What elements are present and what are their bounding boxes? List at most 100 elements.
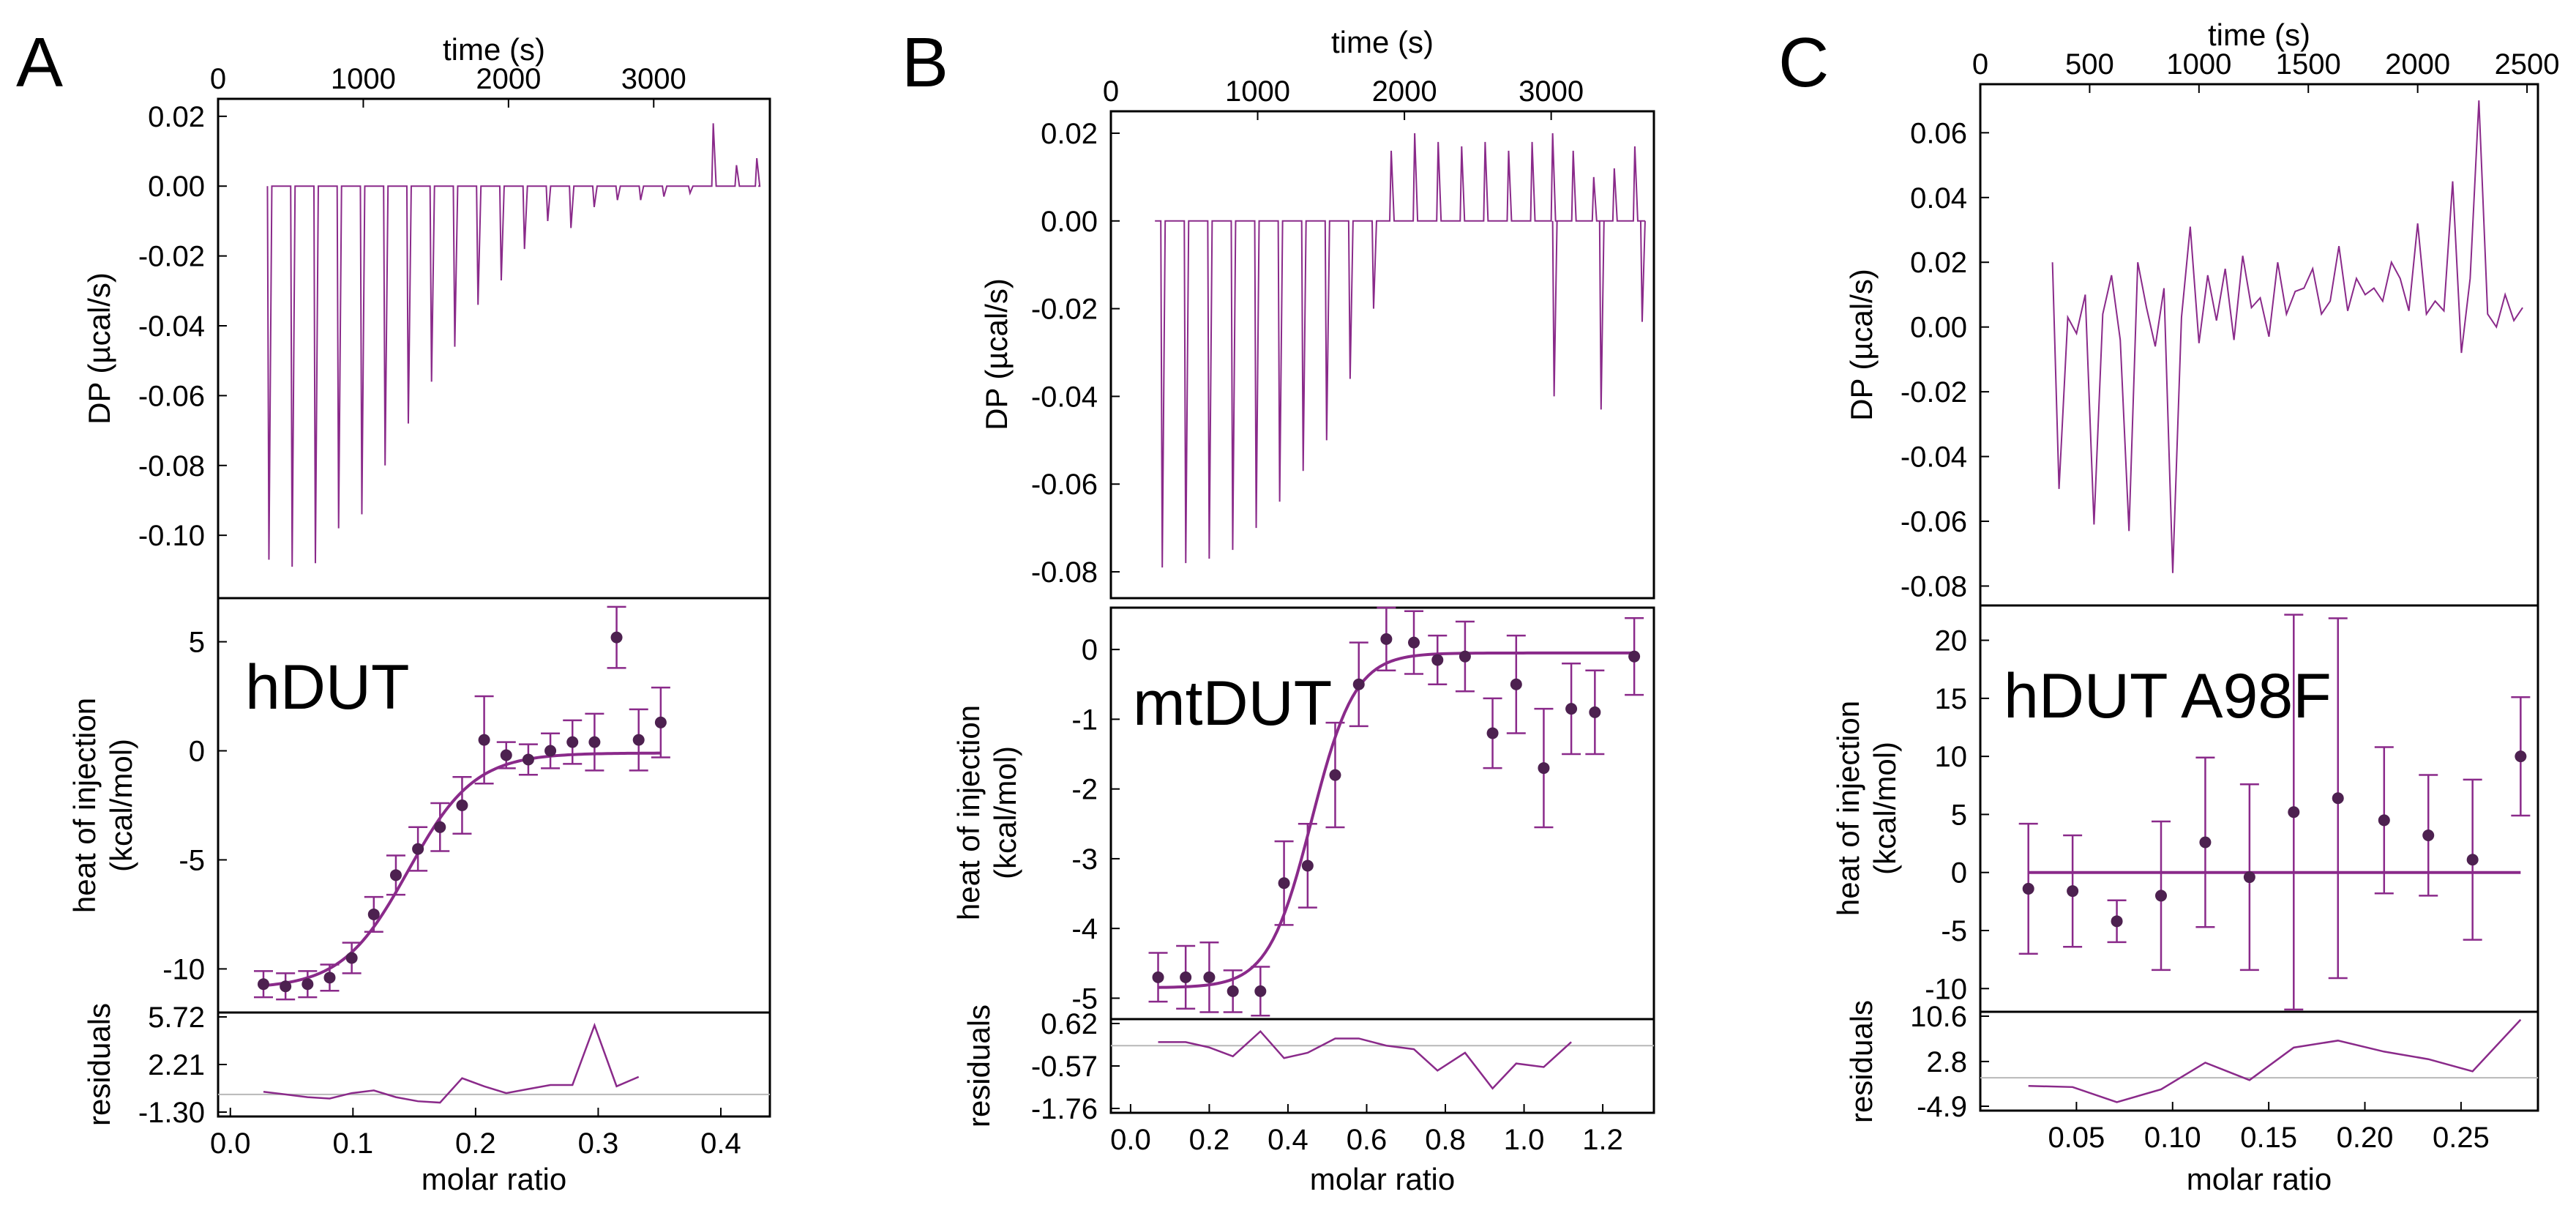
- panel-b-thermogram-frame: [1109, 110, 1655, 600]
- panel-b-ratio-tick-label: 0.4: [1268, 1124, 1308, 1156]
- panel-a-ratio-tick-label: 0.1: [333, 1127, 374, 1160]
- panel-a-heat-tick-label: -10: [162, 953, 205, 985]
- panel-a-time-tick-label: 2000: [476, 63, 541, 95]
- panel-b-dp-tick-label: -0.06: [1031, 469, 1098, 501]
- data-marker: [1301, 860, 1314, 872]
- panel-b-data-point: [1377, 606, 1396, 671]
- panel-a-data-point: [364, 895, 383, 933]
- data-marker: [2243, 871, 2255, 884]
- panel-a-time-tick-label: 3000: [621, 63, 686, 95]
- panel-a-data-point: [408, 826, 428, 872]
- panel-b-data-point: [1251, 966, 1270, 1017]
- panel-b-ratio-tick-label: 0.6: [1347, 1124, 1388, 1156]
- panel-b-time-label: time (s): [1331, 25, 1434, 59]
- panel-a-time-tick-label: 0: [210, 63, 226, 95]
- panel-c-dp-tick-label: -0.04: [1901, 441, 1967, 474]
- data-marker: [1180, 971, 1192, 983]
- panel-b-residuals: residuals molar ratio 0.62 -0.57 -1.76 0.0 0…: [962, 1004, 1655, 1196]
- panel-c-residual-tick-label: -4.9: [1917, 1091, 1967, 1123]
- panel-b-thermogram: time (s) DP (µcal/s) 0 1000 2000 3000 0.02 0.…: [979, 25, 1655, 600]
- data-marker: [1628, 650, 1641, 663]
- panel-a-dp-trace: [266, 123, 761, 567]
- panel-c-heat-tick-label: 5: [1951, 799, 1967, 831]
- panel-a-ratio-tick-label: 0.3: [578, 1127, 619, 1160]
- panel-a-residuals-label: residuals: [82, 1003, 116, 1126]
- data-marker: [434, 821, 446, 833]
- panel-b-molar-ratio-label: molar ratio: [1310, 1162, 1455, 1196]
- panel-a-data-point: [452, 776, 472, 835]
- panel-c-residual-line: [2028, 1018, 2522, 1103]
- panel-b-dp-tick-label: 0.02: [1041, 118, 1098, 150]
- panel-a-dp-tick-label: -0.02: [138, 241, 205, 273]
- panel-c-ratio-tick-label: 0.15: [2240, 1122, 2297, 1154]
- panel-b-dp-trace: [1155, 133, 1646, 568]
- panel-c-heat-label-line1: heat of injection: [1831, 701, 1865, 916]
- panel-b-data-point: [1506, 634, 1526, 734]
- panel-b-dp-tick-label: -0.08: [1031, 556, 1098, 589]
- panel-b-dp-tick-label: -0.04: [1031, 381, 1098, 413]
- panel-a-isotherm: heat of injection hDUT 5 0 -5 -10 (kcal/mol): [67, 597, 771, 1014]
- panel-a-data-point: [541, 732, 561, 769]
- data-marker: [280, 980, 292, 993]
- panel-b-data-point: [1176, 944, 1196, 1010]
- panel-b-data-point: [1404, 610, 1424, 675]
- data-marker: [2199, 836, 2212, 849]
- panel-a-residuals: residuals molar ratio 5.72 2.21 -1.300.0 0.…: [82, 1002, 771, 1196]
- panel-c-heat-tick-label: 15: [1935, 683, 1968, 715]
- panel-a-residual-line: [263, 1022, 640, 1104]
- panel-c: C time (s) DP (µcal/s) 0 500 1000 1500 2000 2…: [1778, 18, 2560, 1196]
- panel-c-dp-tick-label: 0.06: [1910, 117, 1967, 149]
- panel-a-dp-tick-label: -0.10: [138, 520, 205, 552]
- data-marker: [1538, 762, 1550, 775]
- panel-a-data-point: [607, 605, 626, 669]
- data-marker: [2022, 882, 2034, 895]
- panel-a-sample-name: hDUT: [245, 652, 410, 723]
- panel-a-thermogram-frame: [217, 97, 771, 600]
- data-marker: [323, 972, 336, 984]
- panel-c-dp-tick-label: 0.02: [1910, 247, 1967, 279]
- panel-c-label: C: [1778, 23, 1829, 102]
- panel-a-heat-tick-label: -5: [179, 844, 205, 876]
- panel-c-time-label: time (s): [2208, 18, 2310, 52]
- data-marker: [2288, 806, 2300, 819]
- panel-b-heat-tick-label: 0: [1082, 634, 1098, 666]
- panel-c-ratio-tick-label: 0.20: [2337, 1122, 2394, 1154]
- panel-b-data-point: [1325, 721, 1345, 829]
- data-marker: [2332, 792, 2344, 805]
- panel-b-residual-tick-label: -1.76: [1031, 1093, 1098, 1125]
- panel-b-residuals-label: residuals: [962, 1004, 996, 1127]
- panel-c-ratio-tick-label: 0.05: [2048, 1122, 2105, 1154]
- panel-b-data-point: [1428, 634, 1448, 686]
- panel-c-time-tick-label: 500: [2065, 48, 2114, 81]
- panel-c-dp-tick-label: -0.02: [1901, 376, 1967, 409]
- panel-b-heat-tick-label: -4: [1071, 913, 1098, 945]
- panel-a-data-point: [298, 970, 318, 999]
- panel-b: B time (s) DP (µcal/s) 0 1000 2000 3000 0.02…: [902, 23, 1655, 1196]
- panel-c-data-point: [2239, 783, 2259, 972]
- panel-b-data-point: [1455, 620, 1475, 693]
- panel-a-dp-tick-label: 0.02: [148, 101, 205, 133]
- panel-c-time-tick-label: 0: [1972, 48, 1988, 81]
- panel-b-data-point: [1562, 662, 1581, 756]
- panel-c-thermogram: time (s) DP (µcal/s) 0 500 1000 1500 2000 250…: [1844, 18, 2560, 607]
- panel-a-dp-tick-label: -0.06: [138, 380, 205, 412]
- panel-c-ratio-tick-label: 0.10: [2144, 1122, 2201, 1154]
- panel-a-data-point: [276, 972, 296, 1001]
- panel-c-time-tick-label: 1000: [2166, 48, 2231, 81]
- panel-b-data-point: [1223, 969, 1243, 1013]
- panel-c-data-point: [2463, 778, 2482, 941]
- panel-a-residual-tick-label: 5.72: [148, 1002, 205, 1034]
- panel-b-time-tick-label: 0: [1103, 75, 1119, 108]
- panel-a-residual-tick-label: -1.30: [138, 1097, 205, 1129]
- panel-b-data-point: [1148, 952, 1168, 1003]
- panel-b-heat-tick-label: -3: [1071, 843, 1098, 876]
- data-marker: [345, 952, 358, 964]
- data-marker: [389, 869, 402, 881]
- panel-c-heat-tick-label: -5: [1941, 915, 1967, 947]
- panel-c-residual-tick-label: 10.6: [1910, 1001, 1967, 1033]
- data-marker: [1329, 769, 1341, 781]
- panel-b-data-point: [1483, 697, 1502, 769]
- panel-b-heat-label-line2: (kcal/mol): [988, 746, 1022, 879]
- panel-c-data-point: [2374, 746, 2394, 895]
